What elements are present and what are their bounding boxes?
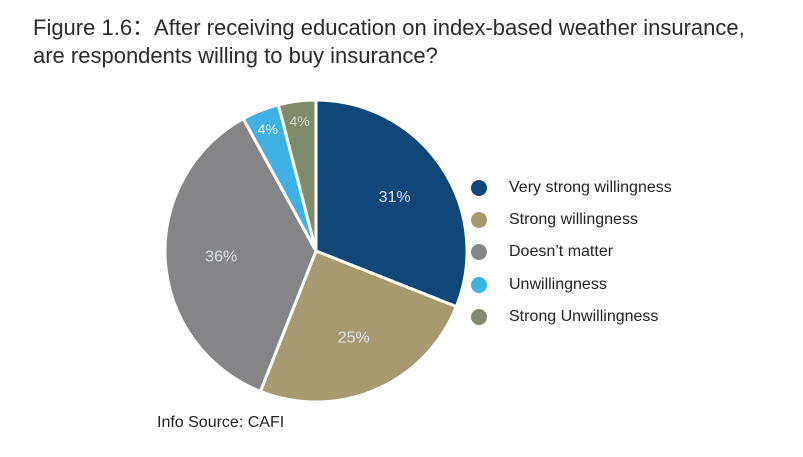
pie-label-1: 25% bbox=[338, 330, 370, 347]
legend-item-very-strong-willingness: Very strong willingness bbox=[470, 176, 770, 200]
legend-item-doesnt-matter: Doesn’t matter bbox=[470, 240, 770, 264]
pie-slice-2 bbox=[163, 117, 318, 393]
pie-label-4: 4% bbox=[289, 113, 309, 129]
legend-label: Very strong willingness bbox=[509, 179, 672, 196]
legend-label: Doesn’t matter bbox=[509, 243, 614, 260]
chart-title-line-2: are respondents willing to buy insurance… bbox=[33, 43, 438, 68]
legend-label: Unwillingness bbox=[509, 276, 607, 293]
pie-label-2: 36% bbox=[205, 249, 237, 266]
legend-item-unwillingness: Unwillingness bbox=[470, 273, 770, 297]
pie-slice-1 bbox=[258, 249, 458, 404]
legend-swatch bbox=[471, 244, 487, 260]
chart-title-line-1: Figure 1.6：After receiving education on … bbox=[33, 15, 745, 40]
pie-label-3: 4% bbox=[258, 121, 278, 137]
legend-label: Strong willingness bbox=[509, 211, 638, 228]
legend-swatch bbox=[471, 309, 487, 325]
info-source: Info Source: CAFI bbox=[157, 414, 285, 431]
chart-title: Figure 1.6：After receiving education on … bbox=[33, 14, 793, 70]
legend-swatch bbox=[471, 212, 487, 228]
pie-slice-4 bbox=[276, 98, 318, 253]
legend-label: Strong Unwillingness bbox=[509, 308, 659, 325]
pie-label-0: 31% bbox=[379, 189, 411, 206]
legend-item-strong-willingness: Strong willingness bbox=[470, 208, 770, 232]
legend-swatch bbox=[471, 277, 487, 293]
legend-item-strong-unwillingness: Strong Unwillingness bbox=[470, 305, 770, 329]
legend-swatch bbox=[471, 180, 487, 196]
pie-slice-0 bbox=[314, 98, 469, 309]
